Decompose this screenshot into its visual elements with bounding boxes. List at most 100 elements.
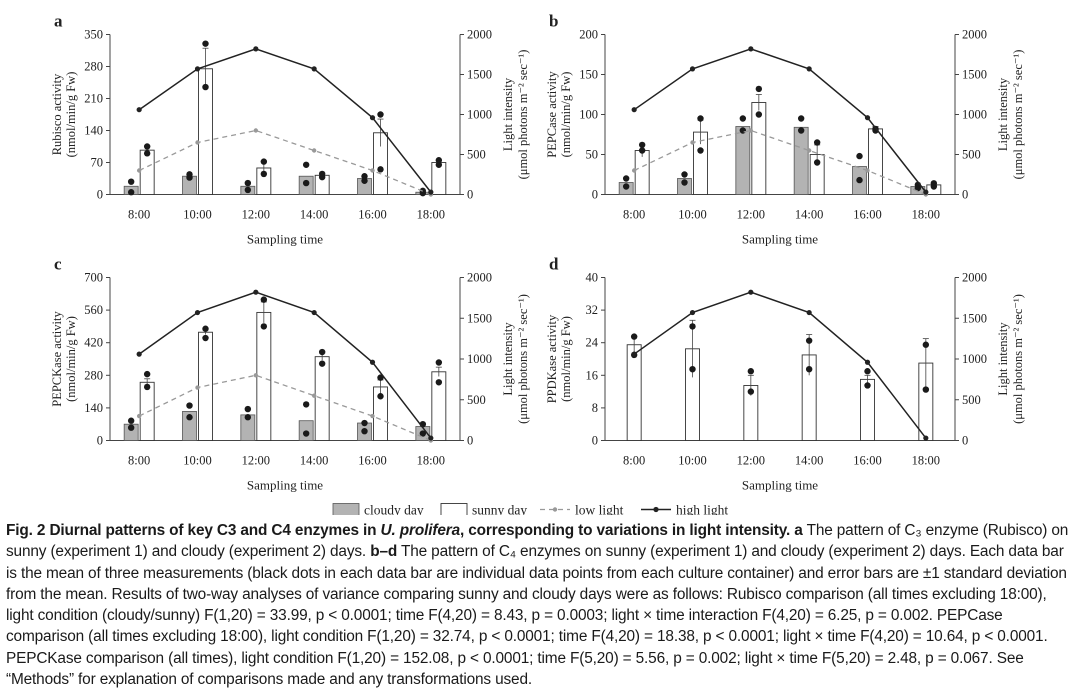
right-tick-label: 2000	[962, 271, 987, 285]
panel-c: c 0 140 280 420 560 700 0 500 1000 1500 2000 8:00 10:…	[50, 255, 530, 493]
high-light-point	[428, 189, 434, 195]
sunny-bar	[314, 356, 330, 441]
x-tick-label: 14:00	[300, 208, 328, 222]
sunny-data-point	[435, 379, 443, 386]
high-light-point	[428, 435, 434, 441]
right-tick-label: 0	[962, 434, 968, 448]
right-tick-label: 1000	[467, 352, 492, 366]
sunny-data-point	[805, 365, 813, 373]
sunny-data-point	[202, 325, 209, 332]
sunny-data-point	[435, 161, 443, 168]
cloudy-data-point	[856, 152, 863, 160]
right-axis-title-line2: (μmol photons m⁻² sec⁻¹)	[516, 50, 530, 180]
legend-sunny-label: sunny day	[472, 503, 527, 516]
low-light-line	[138, 129, 432, 196]
x-tick-label: 12:00	[242, 208, 270, 222]
x-tick-label: 10:00	[678, 208, 706, 222]
cloudy-bar	[182, 410, 197, 441]
left-tick-label: 0	[97, 434, 103, 448]
right-tick-label: 1500	[962, 68, 987, 82]
x-axis-title: Sampling time	[247, 478, 323, 493]
sunny-bar	[868, 128, 883, 195]
cloudy-bar	[677, 178, 692, 195]
cloudy-data-point	[739, 115, 747, 122]
low-light-line	[138, 374, 432, 442]
sunny-data-point	[318, 348, 326, 356]
cloudy-data-point	[127, 189, 135, 196]
high-light-point	[806, 66, 812, 72]
legend-sunny-swatch	[440, 503, 468, 515]
sunny-data-point	[697, 115, 704, 122]
sunny-data-point	[202, 334, 209, 342]
left-tick-label: 0	[592, 188, 598, 202]
left-tick-label: 8	[592, 401, 598, 415]
cloudy-data-point	[244, 405, 252, 413]
caption-text-a: The pattern of C₃ enzyme (Rubisco) on su…	[6, 522, 1069, 561]
left-axis-title-line2: (nmol/min/g Fw)	[64, 72, 78, 158]
x-tick-label: 14:00	[795, 208, 823, 222]
cloudy-data-point	[302, 401, 310, 408]
sunny-data-point	[435, 359, 443, 366]
cloudy-data-point	[419, 430, 427, 437]
left-tick-label: 24	[586, 336, 599, 350]
sunny-data-point	[638, 141, 646, 149]
high-light-point	[311, 309, 317, 316]
caption-text-bd: The pattern of C₄ enzymes on sunny (expe…	[6, 543, 1067, 689]
right-axis-title-line1: Light intensity	[501, 322, 515, 396]
high-light-point	[194, 66, 201, 72]
high-light-line	[633, 48, 927, 193]
panel-label: a	[54, 12, 63, 31]
cloudy-data-point	[361, 173, 368, 180]
x-tick-label: 8:00	[623, 454, 645, 468]
right-axis-title-line2: (μmol photons m⁻² sec⁻¹)	[516, 294, 530, 424]
right-tick-label: 1500	[467, 68, 492, 82]
left-tick-label: 70	[91, 156, 104, 170]
high-light-point	[864, 359, 871, 365]
cloudy-data-point	[302, 161, 310, 168]
cloudy-data-point	[186, 414, 193, 421]
high-light-point	[136, 351, 142, 357]
cloudy-data-point	[361, 427, 368, 435]
left-axis-title-line2: (nmol/min/g Fw)	[559, 316, 573, 402]
left-tick-label: 420	[84, 336, 103, 350]
high-light-point	[631, 107, 637, 113]
x-tick-label: 16:00	[358, 208, 386, 222]
cloudy-bar	[123, 423, 139, 441]
right-axis-title-line2: (μmol photons m⁻² sec⁻¹)	[1011, 294, 1025, 424]
sunny-bar	[139, 149, 155, 195]
left-tick-label: 32	[586, 303, 599, 317]
left-axis-title-line1: PEPCKase activity	[50, 311, 64, 407]
left-tick-label: 200	[579, 28, 598, 42]
high-light-point	[923, 189, 929, 195]
sunny-data-point	[805, 337, 813, 344]
x-tick-label: 16:00	[853, 454, 881, 468]
sunny-data-point	[318, 360, 326, 367]
high-light-line	[633, 291, 927, 439]
high-light-point	[136, 107, 142, 113]
sunny-data-point	[260, 158, 268, 165]
cloudy-data-point	[361, 177, 368, 184]
x-tick-label: 12:00	[737, 208, 765, 222]
left-tick-label: 150	[579, 68, 598, 82]
right-tick-label: 2000	[467, 28, 492, 42]
x-axis-title: Sampling time	[247, 232, 323, 247]
right-tick-label: 1500	[467, 311, 492, 325]
sunny-data-point	[630, 333, 638, 340]
cloudy-data-point	[186, 402, 193, 409]
right-tick-label: 1000	[467, 108, 492, 122]
right-tick-label: 1500	[962, 311, 987, 325]
cloudy-data-point	[622, 183, 630, 190]
left-tick-label: 40	[586, 271, 599, 285]
sunny-bar	[139, 381, 155, 441]
left-tick-label: 16	[586, 368, 599, 382]
panel-label: b	[549, 12, 558, 31]
sunny-data-point	[697, 147, 704, 154]
sunny-data-point	[377, 111, 384, 118]
right-tick-label: 0	[467, 434, 473, 448]
cloudy-data-point	[856, 176, 863, 184]
sunny-data-point	[143, 370, 151, 378]
cloudy-data-point	[361, 419, 368, 427]
high-light-point	[864, 115, 871, 121]
sunny-data-point	[435, 157, 443, 164]
cloudy-data-point	[244, 179, 252, 187]
